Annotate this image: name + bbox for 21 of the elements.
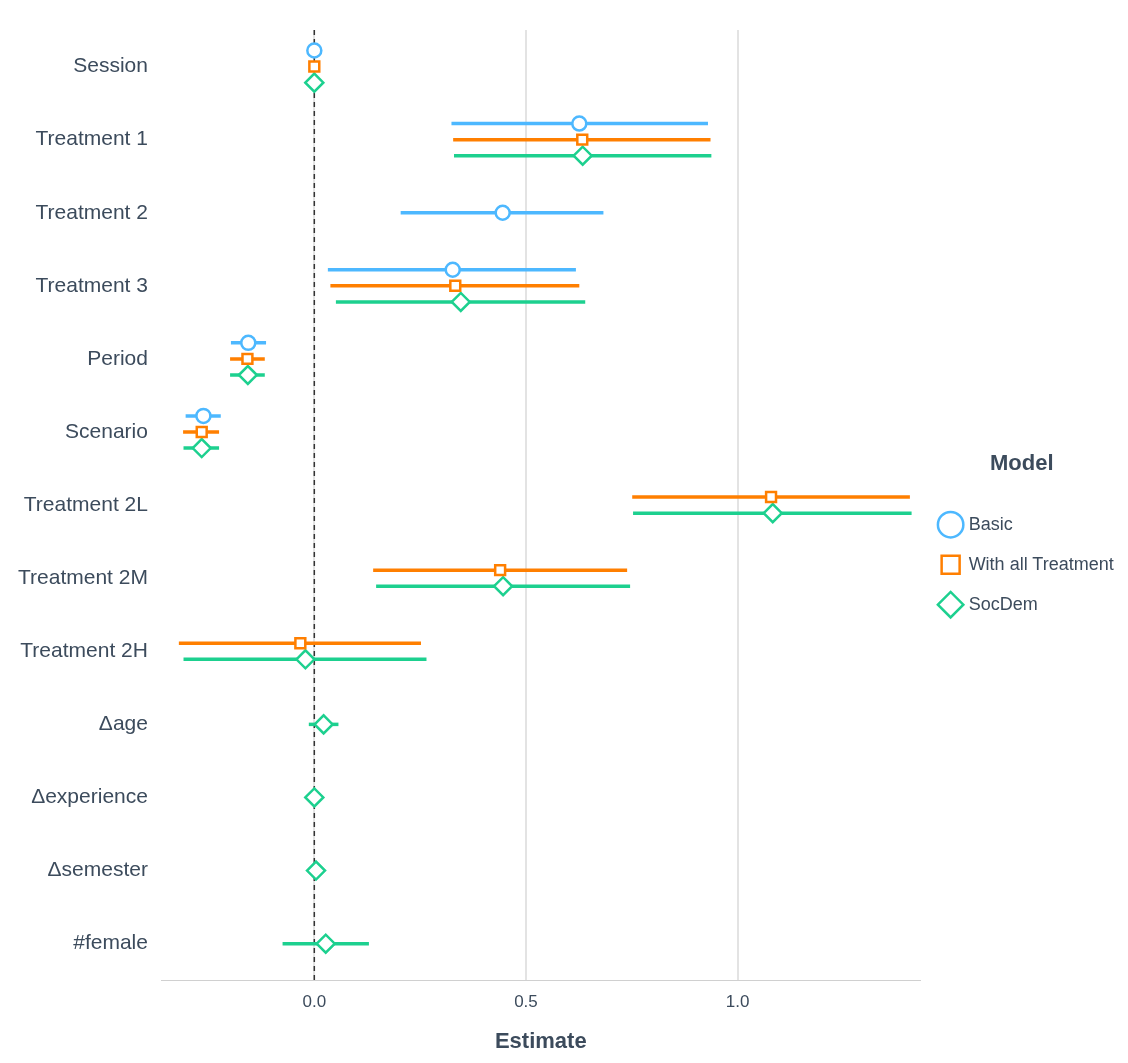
y-tick-label: #female <box>73 930 148 954</box>
y-tick-label: Δage <box>98 711 148 735</box>
y-tick-label: Treatment 2H <box>20 638 148 662</box>
x-tick-label: 0.0 <box>302 992 327 1012</box>
y-tick-label: Treatment 2L <box>23 491 148 515</box>
legend-label: SocDem <box>968 593 1038 614</box>
y-tick-label: Treatment 2 <box>35 199 148 223</box>
legend-title: Model <box>990 450 1054 476</box>
x-tick-label: 0.5 <box>514 992 538 1012</box>
y-tick-label: Period <box>87 345 148 369</box>
y-tick-label: Δexperience <box>31 784 148 808</box>
y-tick-label: Treatment 3 <box>35 272 148 296</box>
y-tick-label: Treatment 2M <box>17 564 148 588</box>
x-axis-title: Estimate <box>494 1027 587 1053</box>
y-tick-label: Δsemester <box>47 857 148 881</box>
legend-label: Basic <box>968 513 1013 534</box>
y-tick-label: Treatment 1 <box>35 126 148 150</box>
y-tick-label: Scenario <box>65 418 148 442</box>
x-tick-label: 1.0 <box>725 992 750 1012</box>
y-tick-label: Session <box>73 53 148 77</box>
legend-label: With all Treatment <box>968 553 1114 574</box>
